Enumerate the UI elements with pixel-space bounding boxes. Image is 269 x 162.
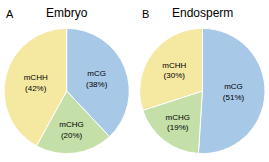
svg-text:mCHH(30%): mCHH(30%)	[162, 61, 186, 80]
svg-text:Embryo: Embryo	[46, 6, 88, 20]
svg-text:mCHG(19%): mCHG(19%)	[166, 113, 190, 132]
svg-text:Endosperm: Endosperm	[172, 6, 233, 20]
svg-text:B: B	[142, 8, 149, 20]
svg-text:A: A	[6, 8, 14, 20]
svg-text:mCHG(20%): mCHG(20%)	[59, 120, 83, 139]
svg-text:mCG(38%): mCG(38%)	[86, 69, 108, 88]
svg-text:mCG(51%): mCG(51%)	[223, 82, 245, 101]
svg-text:mCHH(42%): mCHH(42%)	[24, 73, 48, 92]
